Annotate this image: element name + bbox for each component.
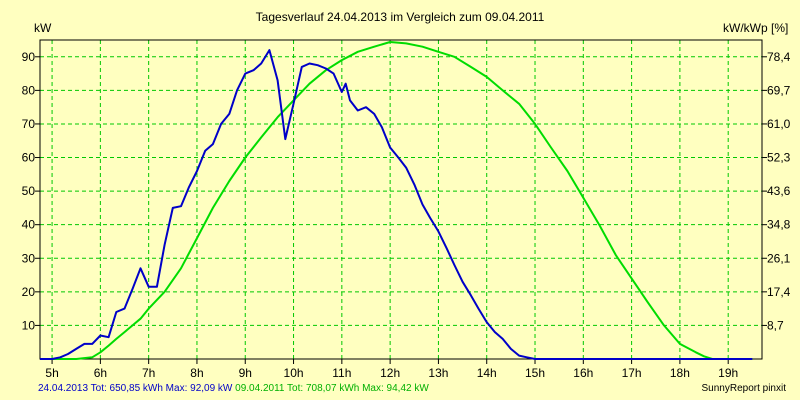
y-axis-label-right: kW/kWp [%] [723,21,788,35]
y-tick-label-right: 43,6 [767,184,791,198]
plot-area: 5h 6h 7h 8h 9h 10h 11h 12h 13h 14h 15h 16h 17h 18h 19h… [22,39,791,380]
x-tick-label: 9h [239,366,252,380]
y-tick-label-right: 26,1 [767,251,791,265]
y-tick-label-right: 8,7 [767,318,784,332]
plot-background [40,40,762,359]
y-tick-label-right: 69,7 [767,83,791,97]
series-line-2 [40,41,753,360]
chart-title: Tagesverlauf 24.04.2013 im Vergleich zum… [256,10,545,24]
x-tick-label: 16h [573,366,593,380]
y-tick-label-left: 90 [22,50,36,64]
y-tick-label-right: 17,4 [767,285,791,299]
series1-summary: 24.04.2013 Tot: 650,85 kWh Max: 92,09 kW [38,383,233,394]
y-tick-label-left: 60 [22,151,36,165]
footer-credit: SunnyReport pinxit [701,383,787,394]
x-tick-label: 17h [622,366,642,380]
plot-frame [39,39,763,360]
y-tick-label-left: 30 [22,251,36,265]
x-tick-label: 14h [477,366,497,380]
x-tick-label: 11h [332,366,351,380]
y-tick-label-right: 34,8 [767,218,791,232]
x-tick-label: 6h [94,366,107,380]
y-tick-label-left: 80 [22,83,36,97]
y-tick-label-left: 50 [22,184,36,198]
y-tick-label-left: 40 [22,218,36,232]
x-tick-label: 13h [428,366,448,380]
y-tick-label-right: 61,0 [767,117,791,131]
series2-summary: 09.04.2011 Tot: 708,07 kWh Max: 94,42 kW [235,383,429,394]
y-axis-label-left: kW [34,21,52,35]
x-tick-label: 5h [45,366,58,380]
footer-summary: 24.04.2013 Tot: 650,85 kWh Max: 92,09 kW… [38,383,429,394]
y-tick-label-right: 52,3 [767,151,791,165]
y-tick-label-right: 78,4 [767,50,791,64]
x-tick-label: 18h [670,366,690,380]
series-line-1 [40,49,753,360]
y-tick-label-left: 20 [22,285,36,299]
y-tick-label-left: 70 [22,117,36,131]
x-tick-label: 8h [190,366,203,380]
x-tick-label: 7h [142,366,155,380]
x-tick-label: 19h [718,366,738,380]
x-tick-label: 12h [380,366,400,380]
x-tick-label: 15h [525,366,545,380]
y-tick-label-left: 10 [22,318,36,332]
x-tick-label: 10h [284,366,304,380]
